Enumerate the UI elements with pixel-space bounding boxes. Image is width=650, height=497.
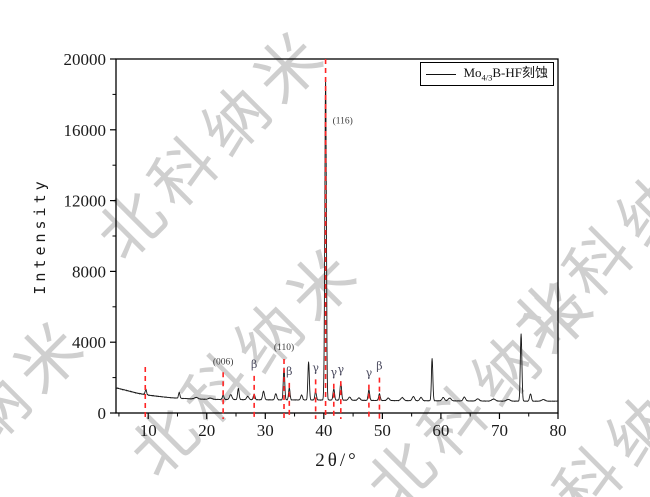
peak-annotation-label: γ [366, 367, 373, 380]
y-tick-label: 4000 [72, 333, 106, 352]
peak-annotation-label: γ [312, 361, 319, 374]
x-tick-label: 10 [140, 421, 157, 440]
x-tick-label: 30 [257, 421, 274, 440]
axis-ticks: 10 20 30 40 50 60 70 80 0 4000 8000 12000 16000 20000 [64, 50, 567, 440]
peak-annotation-label: β [376, 360, 382, 373]
legend-label: Mo4/3B-HF刻蚀 [463, 66, 548, 82]
legend-label-prefix: Mo [463, 64, 482, 80]
x-tick-label: 60 [432, 421, 449, 440]
y-axis-title: Intensity [31, 177, 49, 295]
legend-line-sample [426, 73, 457, 75]
y-tick-label: 20000 [64, 50, 107, 69]
peak-annotation-label: β [286, 365, 292, 378]
legend: Mo4/3B-HF刻蚀 [420, 62, 554, 86]
legend-label-suffix: B-HF刻蚀 [492, 64, 548, 80]
peak-annotation-label: (116) [333, 116, 353, 127]
legend-label-subscript: 4/3 [481, 72, 493, 83]
y-tick-label: 8000 [72, 262, 106, 281]
y-tick-label: 12000 [64, 192, 107, 211]
x-tick-label: 80 [550, 421, 567, 440]
diffraction-curve [115, 78, 559, 402]
peak-annotation-label: β [251, 358, 257, 371]
peak-annotation-label: (110) [274, 342, 294, 353]
peak-annotations: (006) β(110)β γ(116)γ γ γβ [213, 116, 383, 380]
y-tick-label: 16000 [64, 121, 107, 140]
peak-annotation-label: γ [338, 363, 345, 376]
peak-annotation-label: γ [330, 366, 337, 379]
x-tick-label: 70 [491, 421, 508, 440]
plot-border [115, 58, 559, 414]
guide-lines [144, 59, 381, 419]
x-tick-label: 50 [374, 421, 391, 440]
peak-annotation-label: (006) [213, 356, 234, 367]
x-tick-label: 20 [198, 421, 215, 440]
x-axis-title: 2θ/° [315, 450, 359, 471]
x-tick-label: 40 [315, 421, 332, 440]
y-tick-label: 0 [98, 404, 107, 423]
